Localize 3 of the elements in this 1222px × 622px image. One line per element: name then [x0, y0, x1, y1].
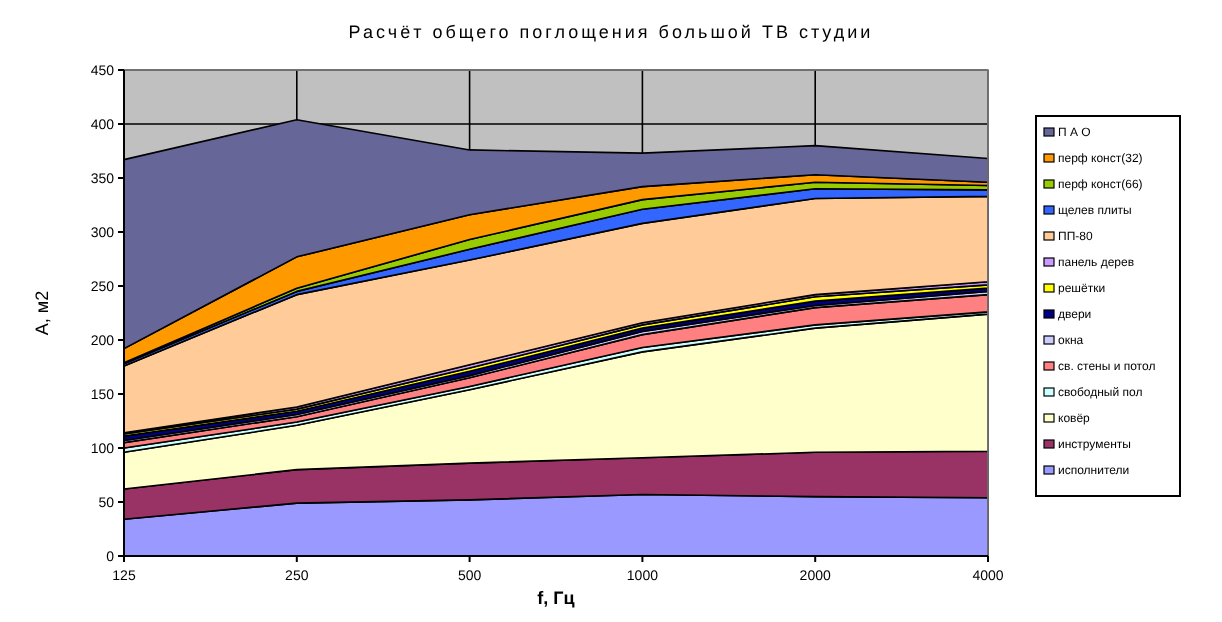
x-axis-title: f, Гц — [537, 588, 576, 608]
y-axis-title: А, м2 — [32, 290, 52, 336]
chart-title: Расчёт общего поглощения большой ТВ студии — [348, 22, 874, 42]
